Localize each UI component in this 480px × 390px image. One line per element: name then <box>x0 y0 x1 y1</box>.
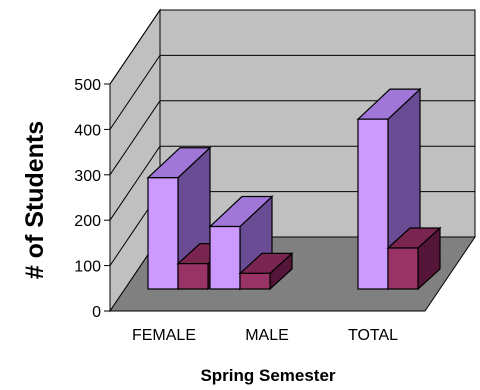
y-tick-label: 200 <box>74 213 101 230</box>
bars <box>146 87 442 291</box>
gridline <box>109 9 475 85</box>
y-tick-label: 400 <box>74 122 101 139</box>
y-tick-label: 0 <box>92 304 101 321</box>
bar-series2-male-front <box>239 272 271 290</box>
gridline <box>109 100 475 176</box>
bar-series1-female-front <box>147 177 179 290</box>
bar-series1-total-front <box>357 118 389 290</box>
gridline <box>109 54 475 130</box>
x-axis-labels: FEMALE MALE TOTAL <box>132 327 398 344</box>
bar-series2-male <box>238 252 294 291</box>
bar-series1-total <box>356 87 422 291</box>
x-tick-label: MALE <box>245 327 289 344</box>
y-axis-title: # of Students <box>21 121 49 279</box>
y-axis-ticks: 0 100 200 300 400 500 <box>74 77 110 321</box>
bar-series2-total-front <box>387 247 419 290</box>
bar-series2-female-front <box>177 263 209 290</box>
x-axis-title: Spring Semester <box>200 366 335 385</box>
bar-series1-female <box>146 146 212 291</box>
x-tick-label: FEMALE <box>132 327 196 344</box>
bar-series1-male-front <box>209 225 241 290</box>
y-tick-label: 300 <box>74 168 101 185</box>
y-tick-label: 500 <box>74 77 101 94</box>
bar-series2-total <box>386 226 442 291</box>
x-tick-label: TOTAL <box>348 327 398 344</box>
y-tick-label: 100 <box>74 259 101 276</box>
